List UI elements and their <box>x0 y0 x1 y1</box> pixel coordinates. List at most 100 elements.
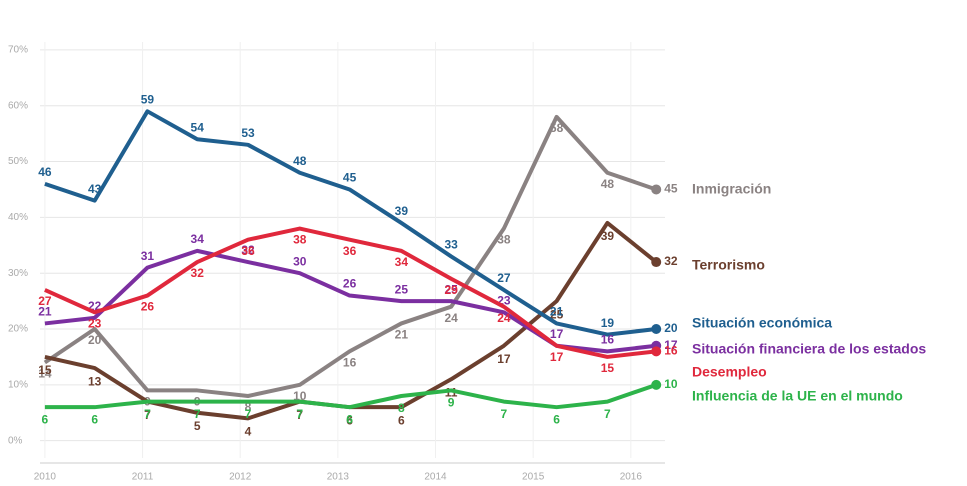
y-tick-label: 10% <box>8 379 28 390</box>
value-label: 6 <box>91 412 98 426</box>
value-label: 24 <box>444 311 458 325</box>
value-label: 26 <box>343 277 357 291</box>
value-label: 54 <box>191 120 205 134</box>
y-tick-label: 30% <box>8 268 28 279</box>
value-label: 32 <box>664 254 678 268</box>
value-label: 39 <box>395 204 409 218</box>
value-label: 16 <box>601 333 615 347</box>
y-tick-label: 60% <box>8 100 28 111</box>
value-label: 32 <box>191 266 205 280</box>
value-label: 7 <box>604 407 611 421</box>
value-label: 6 <box>346 413 353 427</box>
x-tick-label: 2016 <box>620 472 643 483</box>
value-label: 36 <box>241 244 255 258</box>
value-label: 7 <box>194 407 201 421</box>
value-label: 26 <box>141 300 155 314</box>
value-label: 16 <box>664 344 678 358</box>
series-name: Desempleo <box>692 364 767 380</box>
x-tick-label: 2014 <box>424 472 447 483</box>
x-tick-label: 2011 <box>132 472 154 483</box>
value-label: 38 <box>497 233 511 247</box>
value-label: 4 <box>245 425 252 439</box>
value-label: 10 <box>293 389 307 403</box>
value-label: 15 <box>38 363 52 377</box>
end-point <box>651 257 662 268</box>
value-label: 23 <box>88 316 102 330</box>
value-label: 7 <box>245 407 252 421</box>
value-label: 58 <box>550 121 564 135</box>
value-label: 21 <box>38 305 52 319</box>
value-label: 21 <box>395 328 409 342</box>
series-line <box>44 382 657 410</box>
value-label: 29 <box>444 283 458 297</box>
value-label: 10 <box>664 377 678 391</box>
value-label: 8 <box>398 401 405 415</box>
value-label: 25 <box>444 282 458 296</box>
value-label: 39 <box>601 229 615 243</box>
series-name: Terrorismo <box>692 257 765 273</box>
value-label: 9 <box>448 396 455 410</box>
value-label: 27 <box>38 294 52 308</box>
value-label: 34 <box>395 255 409 269</box>
value-label: 32 <box>241 243 255 257</box>
y-tick-label: 20% <box>8 324 28 335</box>
value-label: 19 <box>601 316 615 330</box>
y-tick-label: 0% <box>8 435 23 446</box>
value-label: 20 <box>88 333 102 347</box>
value-label: 6 <box>42 412 49 426</box>
end-point <box>651 346 662 357</box>
value-label: 7 <box>501 407 508 421</box>
value-label: 48 <box>293 154 307 168</box>
value-label: 25 <box>395 282 409 296</box>
value-label: 14 <box>38 367 52 381</box>
value-label: 59 <box>141 92 155 106</box>
value-label: 17 <box>497 352 511 366</box>
end-point <box>651 379 662 390</box>
value-label: 43 <box>88 182 102 196</box>
value-label: 48 <box>601 177 615 191</box>
value-label: 34 <box>191 232 205 246</box>
value-label: 24 <box>497 311 511 325</box>
series-name: Situación financiera de los estados <box>692 341 926 357</box>
value-label: 7 <box>144 407 151 421</box>
x-tick-label: 2012 <box>229 472 252 483</box>
value-label: 6 <box>553 412 560 426</box>
value-label: 17 <box>550 350 564 364</box>
series-line <box>44 248 657 354</box>
value-label: 17 <box>550 327 564 341</box>
value-label: 8 <box>245 400 252 414</box>
value-label: 16 <box>343 356 357 370</box>
value-label: 7 <box>144 408 151 422</box>
value-label: 6 <box>346 412 353 426</box>
value-label: 15 <box>601 361 615 375</box>
series-line <box>44 109 657 337</box>
value-label: 20 <box>664 321 678 335</box>
value-label: 17 <box>664 338 678 352</box>
series-line <box>44 226 657 359</box>
end-point <box>651 184 662 195</box>
value-label: 6 <box>398 413 405 427</box>
y-tick-label: 50% <box>8 156 28 167</box>
series-line <box>43 114 657 399</box>
end-point <box>651 324 662 335</box>
x-tick-label: 2013 <box>327 472 350 483</box>
value-label: 45 <box>343 171 357 185</box>
series-name: Situación económica <box>692 315 832 331</box>
value-label: 30 <box>293 254 307 268</box>
value-label: 27 <box>497 271 511 285</box>
value-label: 13 <box>88 374 102 388</box>
x-tick-label: 2015 <box>522 472 545 483</box>
series-name: Influencia de la UE en el mundo <box>692 388 903 404</box>
value-label: 7 <box>296 407 303 421</box>
value-label: 7 <box>296 408 303 422</box>
y-tick-label: 40% <box>8 212 28 223</box>
value-label: 25 <box>550 307 564 321</box>
x-tick-label: 2010 <box>34 472 57 483</box>
series-name: Inmigración <box>692 181 771 197</box>
value-label: 21 <box>550 305 564 319</box>
value-label: 45 <box>664 182 678 196</box>
value-label: 53 <box>241 126 255 140</box>
value-label: 33 <box>444 238 458 252</box>
y-tick-label: 70% <box>8 45 28 56</box>
